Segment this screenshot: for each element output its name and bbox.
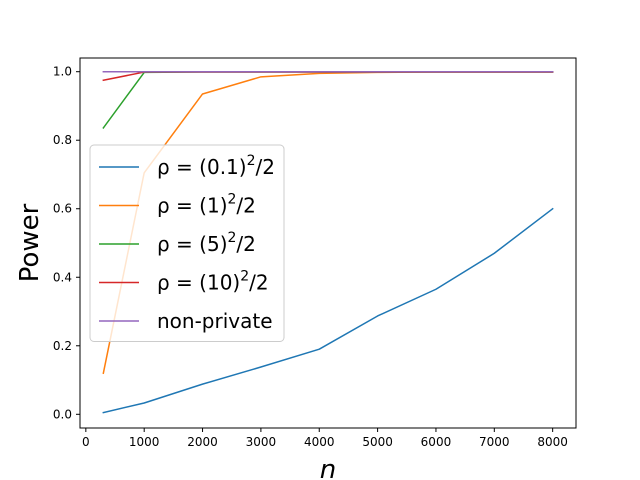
x-tick-label: 3000 <box>246 435 277 449</box>
plot-frame <box>79 57 577 429</box>
series-line-2 <box>102 71 554 129</box>
legend-label: ρ = (1)2/2 <box>157 192 256 218</box>
y-tick-label: 0.8 <box>53 133 72 147</box>
legend: ρ = (0.1)2/2 ρ = (1)2/2 ρ = (5)2/2 ρ = (10)… <box>89 144 285 342</box>
x-tick-label: 0 <box>82 435 90 449</box>
series-line-0 <box>102 207 554 414</box>
x-tick-label: 1000 <box>129 435 160 449</box>
legend-label: non-private <box>157 309 273 333</box>
y-tick-label: 1.0 <box>53 65 72 79</box>
y-tick-label: 0.2 <box>53 339 72 353</box>
legend-box <box>89 144 285 342</box>
x-tick-label: 7000 <box>479 435 510 449</box>
y-tick-label: 0.6 <box>53 202 72 216</box>
x-tick-label: 6000 <box>421 435 452 449</box>
y-axis-label: Power <box>15 203 45 282</box>
legend-label: ρ = (0.1)2/2 <box>157 153 275 179</box>
x-tick-label: 2000 <box>187 435 218 449</box>
legend-label: ρ = (10)2/2 <box>157 269 269 295</box>
x-axis-ticks: 0 1000 2000 3000 4000 5000 6000 7000 8000 <box>82 428 568 449</box>
x-tick-label: 8000 <box>537 435 568 449</box>
x-tick-label: 4000 <box>304 435 335 449</box>
y-tick-label: 0.4 <box>53 270 72 284</box>
y-tick-label: 0.0 <box>53 407 72 421</box>
x-tick-label: 5000 <box>362 435 393 449</box>
x-axis-label: n <box>320 455 336 480</box>
y-axis-ticks: 0.0 0.2 0.4 0.6 0.8 1.0 <box>53 65 80 421</box>
legend-label: ρ = (5)2/2 <box>157 230 256 256</box>
